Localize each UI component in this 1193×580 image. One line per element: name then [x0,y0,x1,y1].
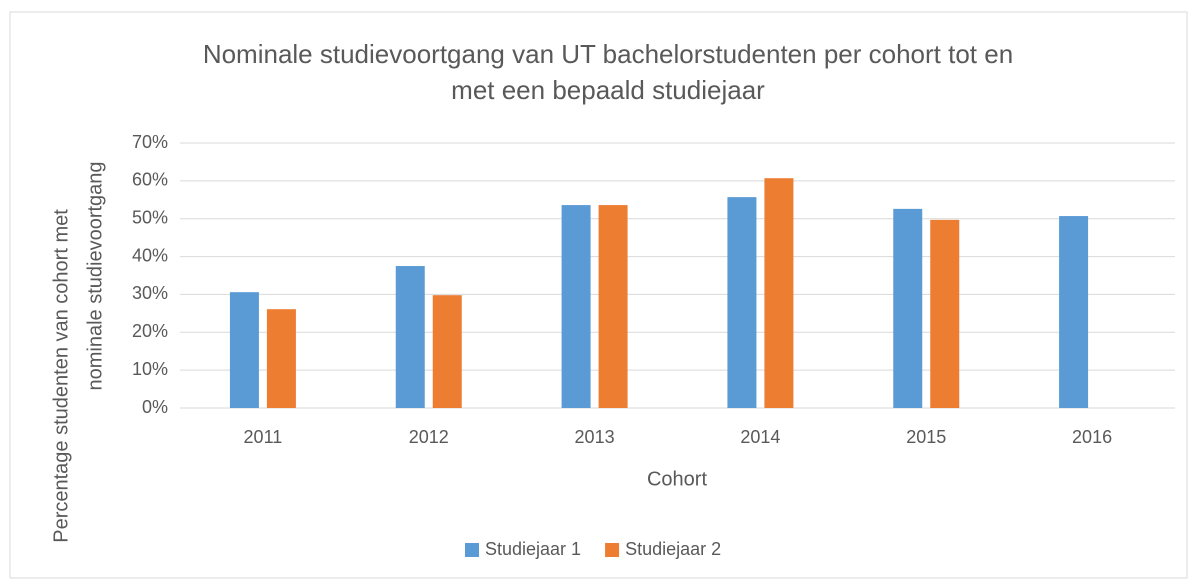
bar [1059,216,1089,408]
y-tick-label: 40% [132,245,168,265]
bar [930,219,960,408]
x-tick-label: 2016 [1072,427,1112,447]
x-tick-label: 2014 [740,427,780,447]
bar [561,205,591,408]
x-tick-label: 2011 [244,427,283,447]
y-axis-label: nominale studievoortgang [84,161,106,390]
y-axis-label: Percentage studenten van cohort met [50,209,72,543]
y-tick-label: 60% [132,170,168,190]
x-axis-label: Cohort [647,468,707,490]
bar [266,309,296,408]
y-tick-label: 10% [132,359,168,379]
x-tick-label: 2015 [906,427,946,447]
legend-swatch [605,543,620,557]
y-tick-label: 20% [132,321,168,341]
bar [727,197,757,408]
bar [229,292,259,408]
chart-title: Nominale studievoortgang van UT bachelor… [203,39,1013,69]
y-tick-label: 30% [132,283,168,303]
bar [764,178,794,408]
bar [432,295,462,408]
y-tick-label: 50% [132,207,168,227]
x-tick-label: 2013 [575,427,615,447]
bar [893,208,923,408]
chart-frame [9,11,1188,579]
bar [598,205,628,408]
legend-swatch [465,543,479,557]
legend-label: Studiejaar 1 [485,539,581,559]
chart-title: met een bepaald studiejaar [451,75,765,105]
legend-label: Studiejaar 2 [625,539,721,559]
bar [395,266,425,408]
y-tick-label: 70% [132,132,168,152]
y-tick-label: 0% [142,397,168,417]
x-tick-label: 2012 [409,427,449,447]
